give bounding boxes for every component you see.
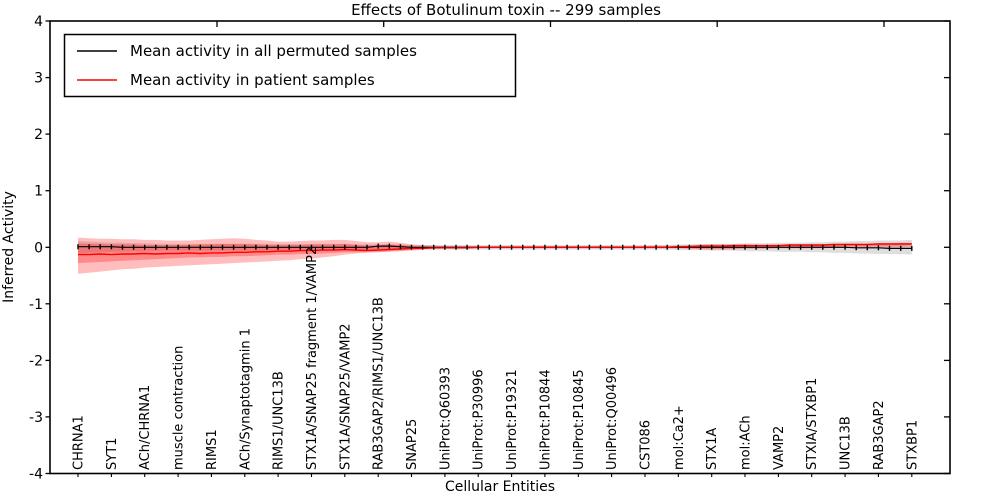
series-lines — [78, 243, 912, 256]
x-tick-label: ACh/Synaptotagmin 1 — [238, 328, 253, 470]
data-point-markers — [77, 243, 913, 251]
y-tick-label: 0 — [34, 240, 43, 256]
x-tick-label: UNC13B — [839, 416, 854, 470]
marker-ticks — [77, 243, 913, 251]
x-tick-label: ACh/CHRNA1 — [138, 385, 153, 470]
y-tick-label: 1 — [34, 184, 43, 200]
x-tick-label: UniProt:P10845 — [572, 369, 587, 470]
x-tick-label: CST086 — [639, 420, 654, 470]
x-tick-label: CHRNA1 — [72, 415, 87, 470]
x-tick-label: mol:Ca2+ — [672, 405, 687, 470]
x-tick-label: RAB3GAP2/RIMS1/UNC13B — [372, 297, 387, 470]
x-tick-label: UniProt:Q60393 — [438, 367, 453, 470]
y-tick-label: -3 — [29, 410, 43, 426]
x-tick-label: STXBP1 — [905, 420, 920, 470]
axis-ticks — [45, 20, 950, 477]
y-tick-label: -1 — [29, 297, 43, 313]
x-tick-label: STX1A — [705, 428, 720, 470]
legend-label-patient: Mean activity in patient samples — [130, 71, 375, 89]
x-tick-label: RAB3GAP2 — [872, 400, 887, 470]
y-axis-label: Inferred Activity — [1, 191, 17, 303]
x-tick-label: UniProt:P30996 — [472, 369, 487, 470]
x-tick-label: SNAP25 — [405, 419, 420, 470]
y-tick-label: 4 — [34, 14, 43, 30]
x-axis-label: Cellular Entities — [445, 479, 555, 495]
x-tick-label: UniProt:P19321 — [505, 369, 520, 470]
patient-confidence-band-inner — [78, 243, 912, 264]
y-tick-label: 2 — [34, 127, 43, 143]
y-tick-label: 3 — [34, 71, 43, 87]
x-tick-label: UniProt:P10844 — [538, 369, 553, 470]
x-tick-label: muscle contraction — [172, 346, 187, 470]
legend-box — [63, 33, 517, 98]
x-tick-label: STXIA/STXBP1 — [805, 378, 820, 470]
x-tick-label: RIMS1/UNC13B — [272, 371, 287, 470]
y-tick-labels: 4 3 2 1 0 -1 -2 -3 -4 — [29, 14, 43, 483]
x-tick-label: RIMS1 — [205, 429, 220, 470]
x-tick-label: VAMP2 — [772, 426, 787, 470]
legend-label-permuted: Mean activity in all permuted samples — [130, 42, 417, 60]
legend: Mean activity in all permuted samples Me… — [63, 33, 517, 98]
series-line — [78, 243, 912, 256]
y-tick-label: -2 — [29, 353, 43, 369]
x-tick-label: UniProt:Q00496 — [605, 367, 620, 470]
x-tick-label: SYT1 — [105, 438, 120, 470]
chart-title: Effects of Botulinum toxin -- 299 sample… — [351, 1, 661, 19]
x-tick-label: mol:ACh — [739, 415, 754, 470]
y-tick-label: -4 — [29, 467, 43, 483]
x-tick-labels: CHRNA1 SYT1 ACh/CHRNA1 muscle contraction RI… — [72, 247, 921, 470]
x-tick-label: STX1A/SNAP25 fragment 1/VAMP2 — [305, 247, 320, 470]
x-tick-label: STX1A/SNAP25/VAMP2 — [338, 323, 353, 470]
